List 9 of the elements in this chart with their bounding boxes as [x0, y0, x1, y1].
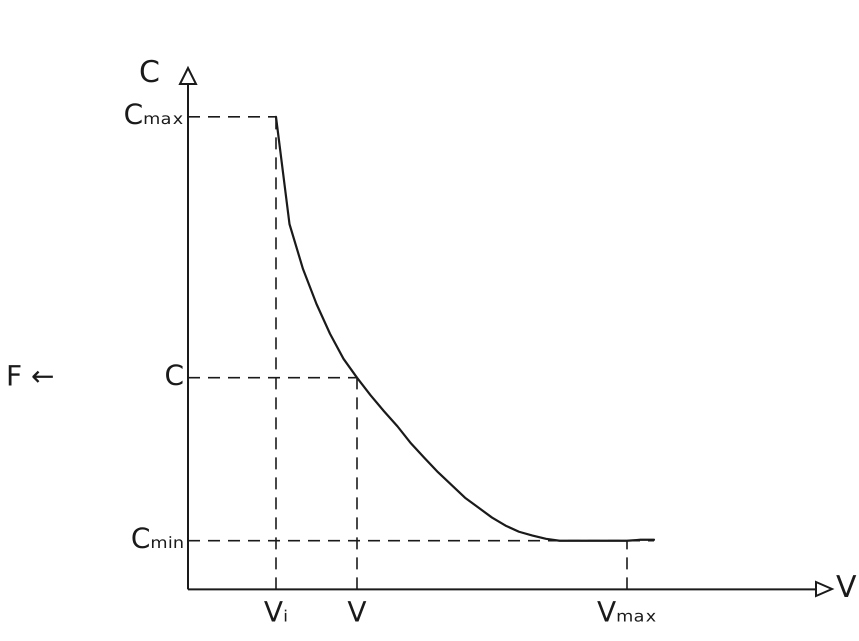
ref-line-label: Cₘₐₓ — [124, 98, 184, 132]
text: V — [836, 570, 857, 606]
text: F ← — [6, 359, 54, 392]
ref-line-label: Cₘᵢₙ — [130, 522, 184, 556]
y-axis-title: C — [139, 54, 160, 90]
ref-line-label: C — [164, 358, 184, 392]
x-tick-label: V — [347, 595, 367, 628]
x-tick-label: Vᵢ — [264, 595, 288, 628]
x-tick-label: Vₘₐₓ — [597, 595, 657, 628]
